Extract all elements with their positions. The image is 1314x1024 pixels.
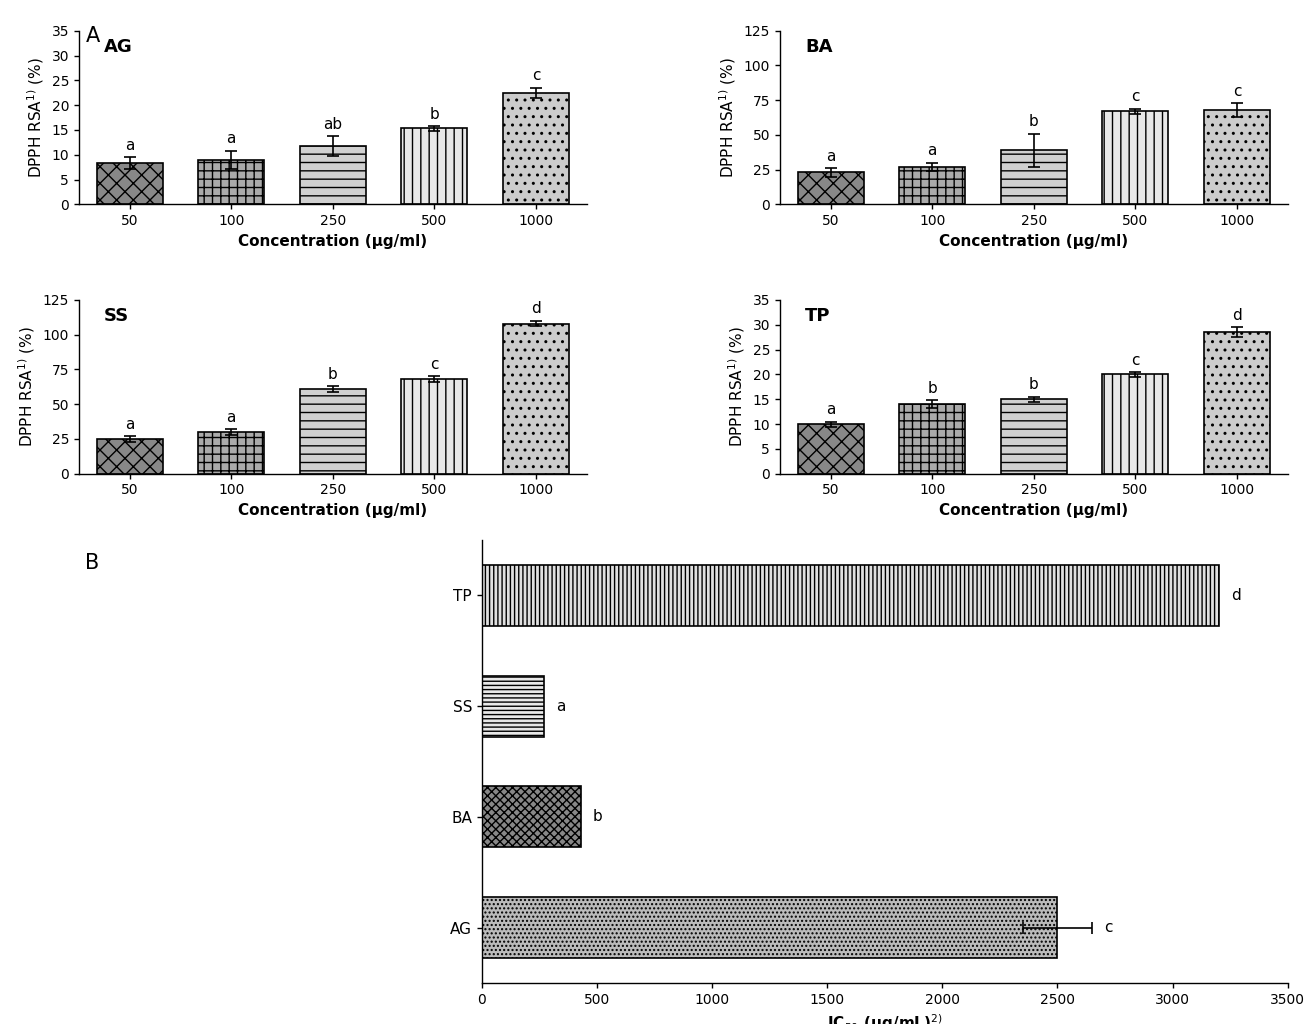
Text: b: b	[430, 106, 439, 122]
Text: BA: BA	[805, 38, 833, 55]
Text: A: A	[85, 26, 100, 46]
Text: a: a	[125, 138, 134, 153]
Text: a: a	[827, 148, 836, 164]
Bar	[482, 676, 544, 736]
Bar	[1102, 112, 1168, 205]
Bar	[798, 424, 863, 474]
Bar	[503, 324, 569, 474]
Y-axis label: DPPH RSA$^{1)}$ (%): DPPH RSA$^{1)}$ (%)	[17, 327, 37, 447]
Bar	[401, 128, 468, 205]
Y-axis label: DPPH RSA$^{1)}$ (%): DPPH RSA$^{1)}$ (%)	[25, 57, 46, 178]
Bar	[899, 167, 966, 205]
Y-axis label: DPPH RSA$^{1)}$ (%): DPPH RSA$^{1)}$ (%)	[727, 327, 746, 447]
Text: d: d	[1231, 588, 1240, 603]
Y-axis label: DPPH RSA$^{1)}$ (%): DPPH RSA$^{1)}$ (%)	[717, 57, 738, 178]
X-axis label: Concentration (μg/ml): Concentration (μg/ml)	[238, 233, 427, 249]
Bar	[300, 389, 365, 474]
Text: B: B	[85, 553, 100, 573]
Text: a: a	[827, 402, 836, 417]
Bar	[798, 172, 863, 205]
Bar	[1204, 110, 1269, 205]
Text: b: b	[1029, 115, 1038, 129]
X-axis label: IC$_{50}$ (μg/mL)$^{2)}$: IC$_{50}$ (μg/mL)$^{2)}$	[827, 1013, 942, 1024]
Text: b: b	[328, 367, 338, 382]
Bar	[1001, 399, 1067, 474]
Text: ab: ab	[323, 117, 343, 132]
Text: b: b	[928, 381, 937, 396]
Text: b: b	[593, 809, 603, 824]
Bar	[482, 786, 581, 848]
Text: a: a	[226, 131, 237, 146]
Bar	[899, 404, 966, 474]
Bar	[198, 160, 264, 205]
Bar	[1102, 375, 1168, 474]
Text: a: a	[928, 143, 937, 159]
Bar	[1204, 332, 1269, 474]
Text: a: a	[226, 410, 237, 425]
X-axis label: Concentration (μg/ml): Concentration (μg/ml)	[238, 503, 427, 518]
Text: SS: SS	[104, 307, 130, 325]
Text: c: c	[1131, 89, 1139, 104]
Bar	[482, 565, 1218, 626]
Text: d: d	[531, 301, 541, 316]
X-axis label: Concentration (μg/ml): Concentration (μg/ml)	[940, 233, 1129, 249]
Bar	[503, 93, 569, 205]
Text: c: c	[1104, 921, 1113, 935]
Text: c: c	[430, 357, 439, 372]
Text: a: a	[556, 698, 565, 714]
Text: c: c	[1233, 84, 1242, 98]
Text: d: d	[1233, 308, 1242, 323]
Bar	[482, 897, 1058, 958]
Text: c: c	[532, 69, 540, 83]
Bar	[401, 379, 468, 474]
Text: AG: AG	[104, 38, 133, 55]
Bar	[300, 146, 365, 205]
Text: c: c	[1131, 352, 1139, 368]
Bar	[198, 432, 264, 474]
Text: a: a	[125, 417, 134, 432]
Bar	[97, 163, 163, 205]
Bar	[97, 439, 163, 474]
Text: TP: TP	[805, 307, 830, 325]
Bar	[1001, 151, 1067, 205]
Text: b: b	[1029, 378, 1038, 392]
X-axis label: Concentration (μg/ml): Concentration (μg/ml)	[940, 503, 1129, 518]
